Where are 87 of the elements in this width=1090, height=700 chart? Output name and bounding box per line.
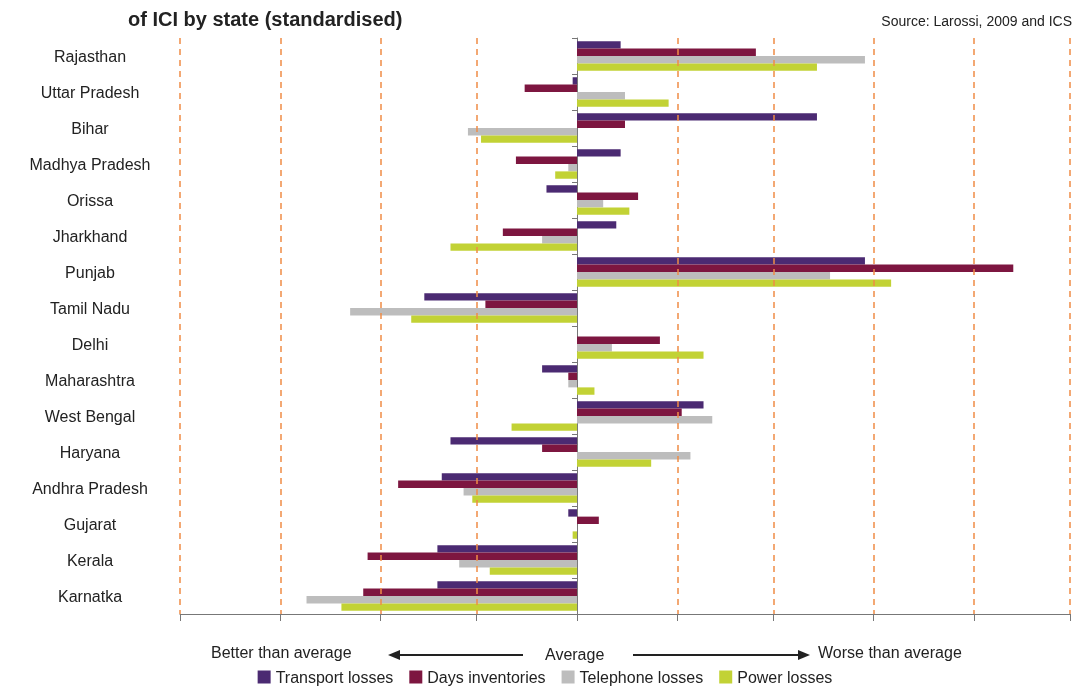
bar (472, 495, 578, 503)
bar (424, 293, 578, 301)
y-tick-label: Bihar (71, 119, 110, 137)
bar (577, 120, 625, 128)
text: Average (545, 645, 605, 663)
bar (577, 192, 639, 200)
y-tick-label: Maharashtra (45, 371, 136, 389)
legend-label: Power losses (737, 668, 833, 686)
bar (568, 509, 578, 517)
chart-title: of ICI by state (standardised) (128, 8, 403, 30)
bar (341, 603, 578, 611)
bar (577, 452, 691, 460)
bar (577, 257, 865, 265)
bar (577, 99, 669, 107)
bar (350, 308, 578, 316)
bar (577, 48, 756, 56)
y-tick-label: Uttar Pradesh (40, 83, 140, 101)
bar (577, 149, 621, 157)
y-tick-label: Rajasthan (53, 47, 127, 65)
bar (450, 243, 578, 251)
y-tick-label: Punjab (65, 263, 116, 281)
bar (542, 444, 578, 452)
y-tick-label: Karnatka (57, 587, 123, 605)
bar (555, 171, 578, 179)
y-tick-label: Delhi (71, 335, 109, 353)
legend-label: Transport losses (275, 668, 394, 686)
bar (481, 135, 578, 143)
bar (502, 228, 578, 236)
bar (411, 315, 578, 323)
y-tick-label: Madhya Pradesh (29, 155, 151, 173)
bar (546, 185, 578, 193)
bar (467, 128, 578, 136)
bar (568, 164, 578, 172)
bar (577, 401, 704, 409)
y-tick-label: Haryana (59, 443, 121, 461)
bar (398, 480, 578, 488)
bar (577, 279, 892, 287)
bar (577, 351, 704, 359)
bar (515, 156, 578, 164)
bar (572, 531, 578, 539)
text: Better than average (211, 643, 352, 661)
text: Worse than average (818, 643, 962, 661)
bar (577, 516, 599, 524)
bar (577, 200, 604, 208)
legend-label: Telephone losses (579, 668, 704, 686)
y-tick-label: West Bengal (44, 407, 136, 425)
bar (363, 588, 578, 596)
bar (577, 272, 831, 280)
bar (542, 365, 578, 373)
bar (577, 459, 652, 467)
bar (577, 92, 625, 100)
bar (572, 77, 578, 85)
bar (437, 545, 578, 553)
bar (577, 387, 595, 395)
bar (463, 488, 578, 496)
y-tick-label: Tamil Nadu (49, 299, 131, 317)
bar (437, 581, 578, 589)
bar (577, 207, 630, 215)
bar (577, 416, 713, 424)
legend-label: Days inventories (427, 668, 546, 686)
bar (367, 552, 578, 560)
y-tick-label: Jharkhand (52, 227, 128, 245)
bar (489, 567, 578, 575)
bar (577, 113, 817, 121)
y-tick-label: Orissa (66, 191, 114, 209)
bar (568, 380, 578, 388)
bar (577, 63, 817, 71)
bar (577, 221, 617, 229)
y-tick-label: Kerala (66, 551, 114, 569)
bar (577, 264, 1014, 272)
bar (577, 41, 621, 49)
bar (542, 236, 578, 244)
bar (485, 300, 578, 308)
y-tick-label: Gujarat (63, 515, 117, 533)
bar (524, 84, 578, 92)
source-note: Source: Larossi, 2009 and ICS (881, 13, 1072, 29)
bar (577, 336, 660, 344)
y-tick-label: Andhra Pradesh (32, 479, 148, 497)
bar (441, 473, 578, 481)
bar (577, 344, 612, 352)
bar (577, 408, 682, 416)
bar (568, 372, 578, 380)
bar (577, 56, 865, 64)
bar (450, 437, 578, 445)
bar (306, 596, 578, 604)
bar (459, 560, 578, 568)
bar (511, 423, 578, 431)
